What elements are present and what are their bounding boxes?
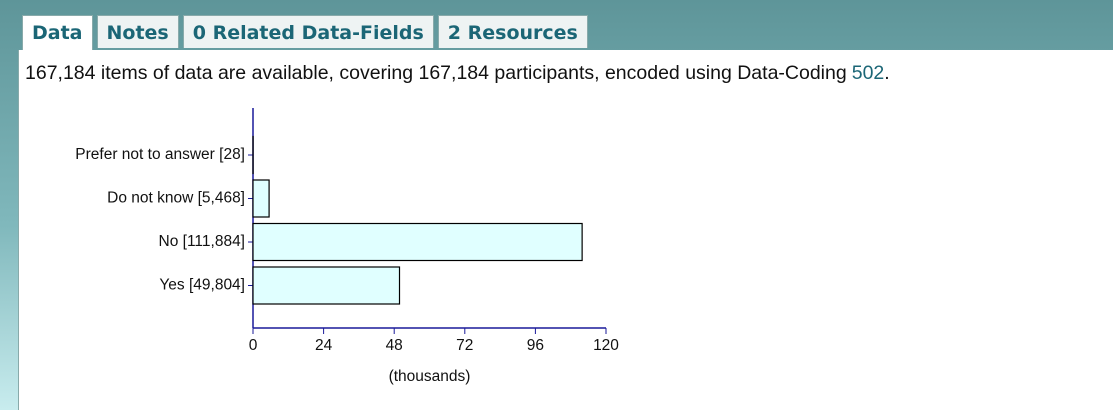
- tab[interactable]: 2 Resources: [437, 15, 588, 48]
- y-tick-label: Do not know [5,468]: [107, 190, 245, 207]
- tab[interactable]: Data: [22, 15, 93, 51]
- tab[interactable]: Notes: [96, 15, 179, 48]
- x-tick-label: 0: [249, 337, 258, 354]
- bar: [252, 222, 583, 262]
- x-tick-label: 120: [593, 337, 619, 354]
- x-tick-label: 72: [456, 337, 473, 354]
- description-end: .: [884, 62, 890, 84]
- bar: [252, 266, 401, 305]
- tab-bar: Data Notes 0 Related Data-Fields 2 Resou…: [22, 15, 588, 51]
- bar: [252, 179, 270, 218]
- x-tick-label: 96: [527, 337, 544, 354]
- y-tick-label: Prefer not to answer [28]: [75, 146, 245, 163]
- tab[interactable]: 0 Related Data-Fields: [182, 15, 434, 48]
- y-tick-label: Yes [49,804]: [159, 277, 245, 294]
- x-tick-label: 24: [315, 337, 333, 354]
- x-tick-label: 48: [386, 337, 403, 354]
- x-axis-label: (thousands): [389, 368, 471, 385]
- y-tick-label: No [111,884]: [159, 233, 245, 250]
- data-coding-link[interactable]: 502: [851, 62, 885, 84]
- description-text: 167,184 items of data are available, cov…: [25, 62, 847, 84]
- description: 167,184 items of data are available, cov…: [25, 62, 890, 85]
